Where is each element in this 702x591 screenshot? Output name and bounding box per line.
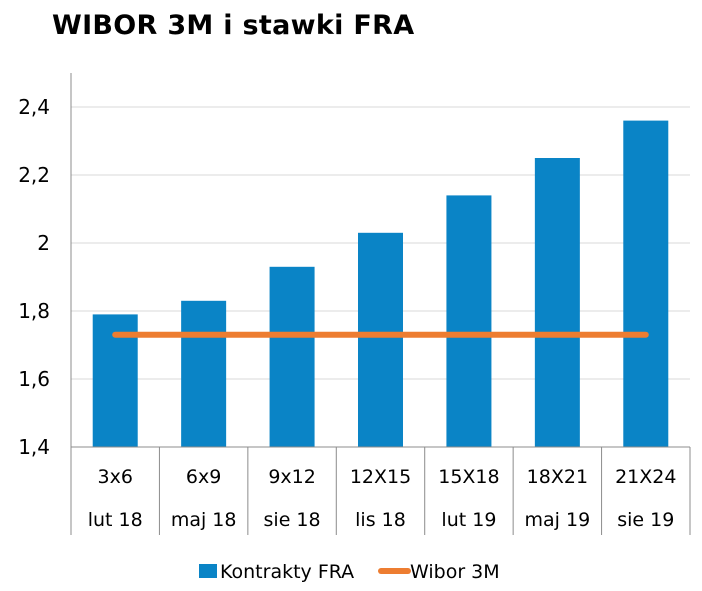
x-tick-label: 18X21	[527, 466, 588, 488]
x-date-label: maj 19	[525, 509, 591, 531]
bar	[269, 266, 315, 447]
x-date-label: lis 18	[355, 509, 406, 531]
y-tick-label: 1,6	[18, 367, 50, 391]
x-date-label: maj 18	[171, 509, 237, 531]
x-tick-label: 15X18	[438, 466, 499, 488]
y-tick-label: 1,4	[18, 435, 50, 459]
bar	[358, 232, 403, 447]
x-tick-label: 3x6	[98, 466, 133, 488]
legend-swatch-fra	[199, 564, 217, 578]
bar	[446, 195, 492, 447]
y-tick-label: 2,4	[18, 95, 50, 119]
y-tick-label: 1,8	[18, 299, 50, 323]
x-tick-label: 6x9	[186, 466, 221, 488]
y-tick-label: 2	[37, 231, 50, 255]
x-date-label: lut 18	[88, 509, 143, 531]
y-tick-label: 2,2	[18, 163, 50, 187]
legend-label-wibor: Wibor 3M	[410, 561, 500, 583]
x-tick-label: 21X24	[615, 466, 676, 488]
x-date-label: lut 19	[441, 509, 496, 531]
chart-title: WIBOR 3M i stawki FRA	[52, 10, 415, 41]
bar	[534, 158, 580, 447]
x-tick-label: 9x12	[268, 466, 316, 488]
x-date-label: sie 18	[264, 509, 321, 531]
bar	[623, 120, 669, 447]
legend-label-fra: Kontrakty FRA	[220, 561, 354, 583]
bar	[181, 300, 227, 447]
x-date-label: sie 19	[617, 509, 674, 531]
x-tick-label: 12X15	[350, 466, 411, 488]
